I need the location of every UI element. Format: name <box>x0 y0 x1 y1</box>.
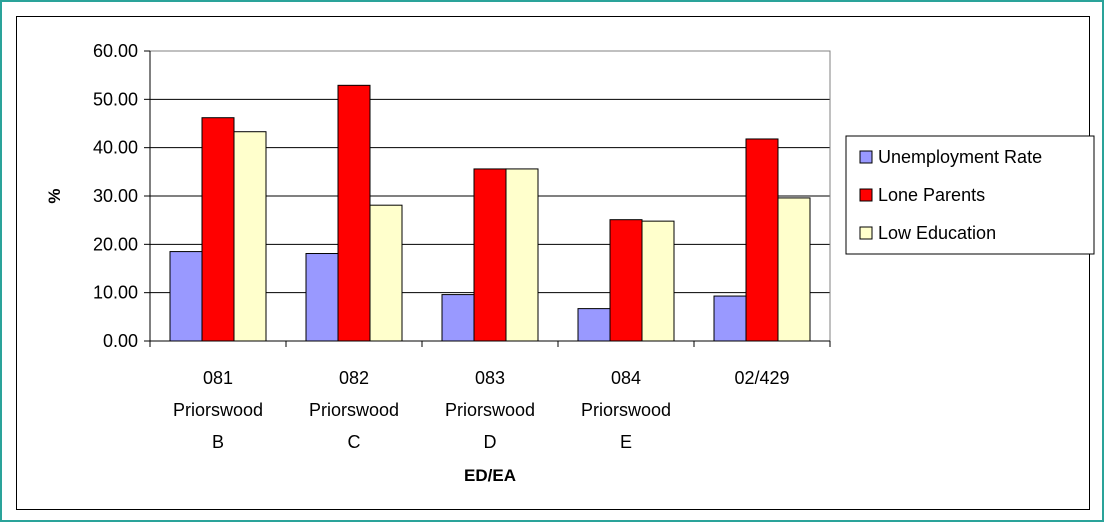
y-tick-label: 20.00 <box>93 234 138 254</box>
x-axis-title: ED/EA <box>464 466 516 485</box>
legend-swatch <box>859 150 873 164</box>
bar-low-education <box>233 131 267 342</box>
y-tick-label: 30.00 <box>93 186 138 206</box>
bar-low-education <box>505 168 539 342</box>
y-tick-label: 50.00 <box>93 89 138 109</box>
legend-label: Lone Parents <box>878 185 985 205</box>
y-axis-title: % <box>45 188 64 203</box>
y-tick-label: 60.00 <box>93 41 138 61</box>
bar-lone-parents <box>337 84 371 342</box>
x-category-label: Priorswood <box>309 400 399 420</box>
x-category-label: 082 <box>339 368 369 388</box>
x-category-label: 081 <box>203 368 233 388</box>
legend: Unemployment Rate Lone Parents Low Educati… <box>845 135 1095 255</box>
legend-label: Unemployment Rate <box>878 147 1042 167</box>
legend-swatch <box>859 226 873 240</box>
bar-unemployment-rate <box>713 295 747 342</box>
bar-low-education <box>777 197 811 342</box>
x-category-label: 083 <box>475 368 505 388</box>
x-category-label: 084 <box>611 368 641 388</box>
x-category-label: Priorswood <box>173 400 263 420</box>
y-tick-label: 10.00 <box>93 283 138 303</box>
axes <box>144 50 831 347</box>
y-tick-label: 0.00 <box>103 331 138 351</box>
x-category-labels: 081 Priorswood B 082 Priorswood C 083 Priorswoo… <box>173 368 790 452</box>
x-category-label: E <box>620 432 632 452</box>
bar-lone-parents <box>201 117 235 342</box>
legend-label: Low Education <box>878 223 996 243</box>
bar-low-education <box>641 220 675 342</box>
legend-box <box>845 135 1095 255</box>
bar-unemployment-rate <box>305 253 339 342</box>
x-category-label: D <box>484 432 497 452</box>
x-category-label: B <box>212 432 224 452</box>
bar-unemployment-rate <box>169 251 203 342</box>
bar-low-education <box>369 204 403 342</box>
x-category-label: C <box>348 432 361 452</box>
y-tick-label: 40.00 <box>93 138 138 158</box>
x-category-label: 02/429 <box>734 368 789 388</box>
x-category-label: Priorswood <box>445 400 535 420</box>
bar-unemployment-rate <box>441 294 475 342</box>
legend-swatch <box>859 188 873 202</box>
x-category-label: Priorswood <box>581 400 671 420</box>
bar-lone-parents <box>473 168 507 342</box>
bar-lone-parents <box>745 138 779 342</box>
y-tick-labels: 0.00 10.00 20.00 30.00 40.00 50.00 60.00 <box>93 41 138 351</box>
bars <box>169 84 811 342</box>
bar-lone-parents <box>609 219 643 342</box>
bar-unemployment-rate <box>577 308 611 342</box>
